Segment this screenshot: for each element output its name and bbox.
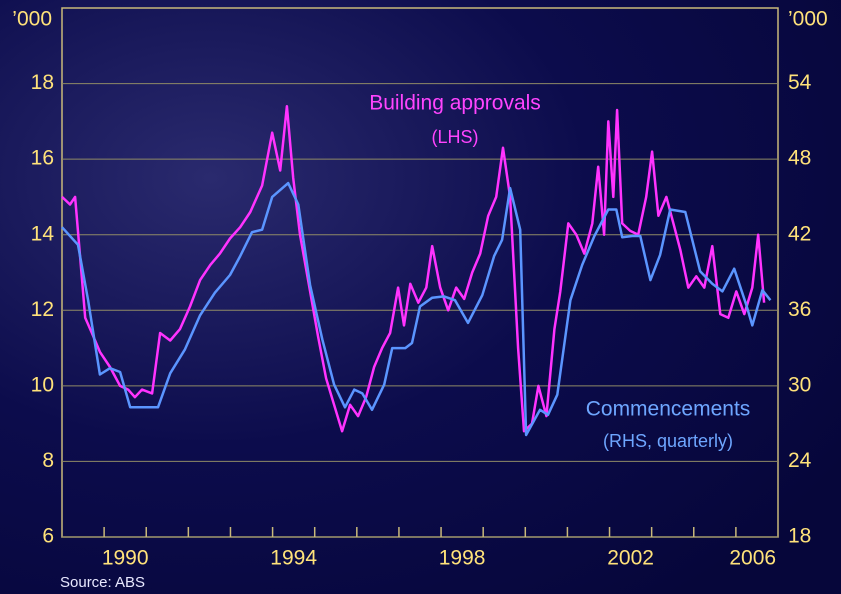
y2-unit-label: ’000 bbox=[788, 8, 828, 31]
series-line bbox=[61, 104, 766, 433]
y-tick-label: 6 bbox=[42, 525, 54, 548]
annotation: (LHS) bbox=[431, 127, 478, 147]
y2-tick-label: 30 bbox=[788, 373, 811, 396]
series-line bbox=[61, 181, 772, 437]
y2-tick-label: 54 bbox=[788, 71, 812, 94]
y2-tick-label: 42 bbox=[788, 222, 811, 245]
y2-tick-label: 18 bbox=[788, 525, 811, 548]
x-tick-label: 1994 bbox=[270, 547, 317, 570]
y2-tick-label: 24 bbox=[788, 449, 812, 472]
annotation: Building approvals bbox=[369, 92, 541, 115]
x-tick-label: 2006 bbox=[729, 547, 776, 570]
y2-tick-label: 48 bbox=[788, 147, 811, 170]
y-tick-label: 16 bbox=[31, 147, 54, 170]
x-tick-label: 2002 bbox=[607, 547, 654, 570]
source-note: Source: ABS bbox=[60, 574, 145, 591]
annotation: (RHS, quarterly) bbox=[603, 431, 733, 451]
y-tick-label: 12 bbox=[31, 298, 54, 321]
y2-tick-label: 36 bbox=[788, 298, 811, 321]
y-tick-label: 18 bbox=[31, 71, 54, 94]
y-unit-label: ’000 bbox=[12, 8, 52, 31]
y-tick-label: 10 bbox=[31, 373, 54, 396]
y-tick-label: 14 bbox=[31, 222, 55, 245]
annotation: Commencements bbox=[586, 398, 751, 421]
y-tick-label: 8 bbox=[42, 449, 54, 472]
x-tick-label: 1998 bbox=[439, 547, 486, 570]
x-tick-label: 1990 bbox=[102, 547, 149, 570]
